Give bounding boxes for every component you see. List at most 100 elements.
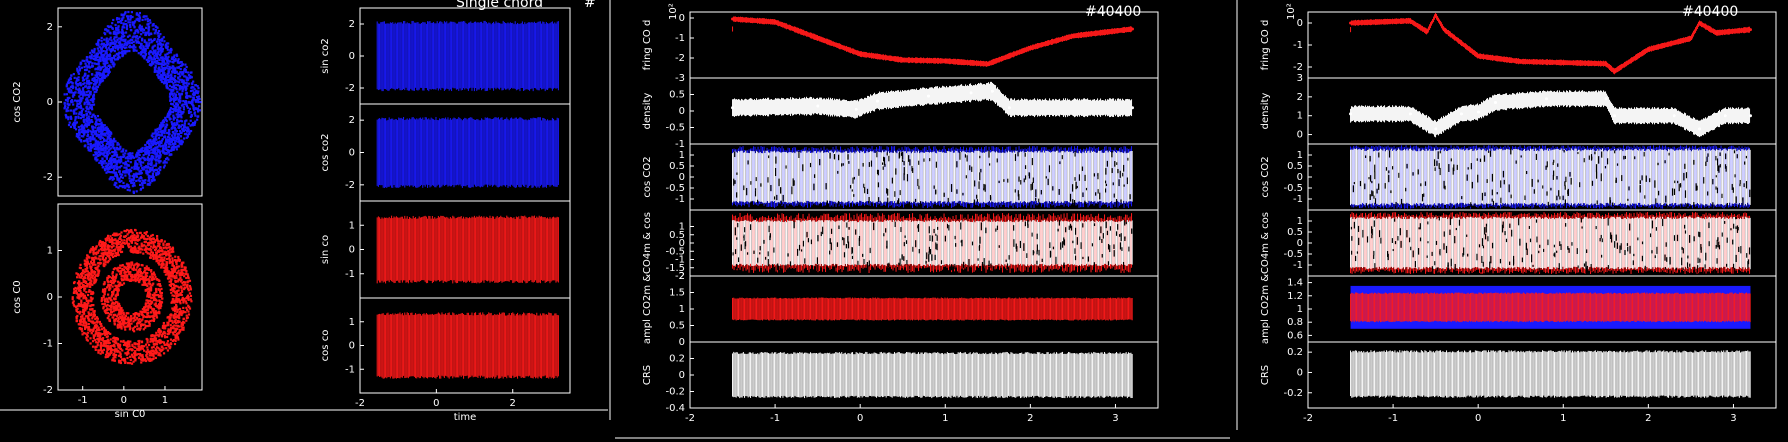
scatter-point (97, 136, 100, 139)
scatter-point (113, 359, 116, 362)
scatter-point (77, 304, 80, 307)
scatter-point (141, 55, 144, 58)
scatter-point (87, 101, 90, 104)
scatter-point (157, 30, 161, 33)
scatter-point (194, 100, 198, 103)
scatter-point (96, 128, 99, 131)
scatter-point (96, 317, 99, 320)
scatter-point (129, 170, 132, 173)
scatter-point (196, 99, 200, 102)
scatter-point (109, 135, 112, 138)
scatter-point (119, 175, 123, 179)
scatter-point (99, 140, 102, 143)
scatter-point (142, 28, 146, 31)
scatter-point (153, 336, 156, 339)
scatter-point (153, 152, 156, 155)
scatter-point (92, 154, 95, 157)
scatter-point (89, 120, 92, 123)
scatter-point (197, 100, 200, 104)
scatter-point (80, 323, 83, 326)
scatter-point (104, 353, 108, 356)
scatter-point (165, 123, 168, 126)
scatter-point (114, 161, 117, 164)
scatter-point (137, 263, 140, 266)
scatter-point (178, 314, 181, 317)
scatter-point (155, 314, 158, 317)
scatter-point (112, 65, 115, 68)
scatter-point (122, 23, 125, 26)
scatter-point (157, 261, 160, 265)
scatter-point (183, 126, 187, 129)
scatter-point (160, 131, 163, 134)
scatter-point (178, 328, 181, 332)
scatter-point (153, 303, 156, 306)
scatter-point (148, 241, 151, 244)
scatter-point (136, 277, 140, 280)
scatter-point (101, 57, 104, 60)
scatter-point (114, 31, 117, 34)
scatter-point (90, 280, 93, 283)
scatter-point (121, 17, 124, 20)
scatter-point (131, 237, 134, 240)
scatter-point (149, 350, 152, 353)
scatter-point (178, 259, 181, 263)
scatter-point (132, 313, 135, 316)
scatter-point (118, 311, 121, 314)
scatter-point (84, 315, 88, 318)
scatter-point (176, 66, 179, 69)
scatter-point (158, 312, 161, 315)
scatter-point (112, 177, 115, 180)
scatter-point (119, 243, 123, 246)
scatter-point (115, 162, 118, 166)
scatter-point (127, 184, 130, 187)
scatter-point (93, 138, 96, 141)
scatter-point (129, 16, 132, 19)
scatter-point (132, 360, 135, 363)
scatter-point (90, 292, 93, 295)
scatter-point (92, 256, 95, 260)
scatter-point (160, 240, 163, 243)
scatter-point (153, 132, 156, 135)
scatter-point (92, 315, 95, 318)
scatter-point (87, 273, 90, 276)
scatter-point (173, 258, 177, 262)
scatter-point (110, 302, 114, 305)
scatter-point (115, 33, 118, 36)
scatter-point (127, 169, 130, 172)
scatter-point (104, 340, 107, 344)
scatter-point (162, 244, 165, 247)
scatter-point (116, 56, 119, 59)
scatter-point (113, 36, 116, 39)
scatter-point (156, 38, 160, 41)
scatter-point (156, 237, 159, 240)
scatter-point (159, 260, 162, 263)
scatter-point (133, 228, 137, 232)
scatter-point (183, 124, 186, 127)
scatter-point (145, 150, 148, 154)
scatter-point (119, 308, 122, 312)
scatter-point (152, 150, 155, 153)
scatter-point (96, 325, 99, 328)
scatter-point (102, 337, 105, 340)
scatter-point (148, 299, 152, 302)
scatter-point (104, 45, 108, 48)
scatter-point (155, 62, 158, 65)
scatter-point (163, 129, 166, 132)
scatter-point (103, 247, 106, 250)
scatter-point (127, 40, 130, 43)
scatter-point (159, 33, 162, 36)
scatter-point (122, 319, 125, 322)
scatter-point (177, 269, 180, 272)
scatter-point (150, 145, 153, 148)
scatter-point (122, 155, 125, 159)
scatter-point (119, 354, 122, 358)
scatter-point (149, 63, 152, 66)
scatter-point (168, 331, 171, 334)
scatter-point (154, 30, 157, 33)
scatter-point (170, 314, 173, 317)
scatter-point (101, 152, 104, 155)
scatter-point (102, 326, 106, 329)
scatter-point (151, 253, 154, 256)
scatter-point (89, 130, 92, 133)
scatter-point (100, 297, 104, 300)
